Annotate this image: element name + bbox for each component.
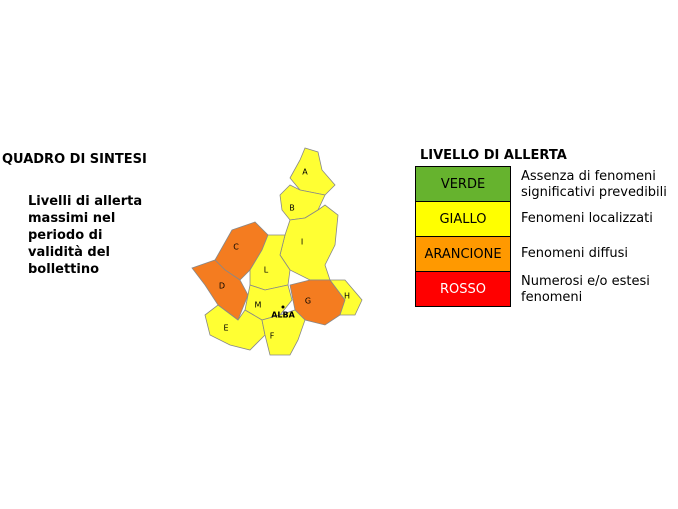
description-line: Fenomeni diffusi <box>521 246 629 261</box>
zone-label: I <box>301 238 303 247</box>
zone-label: G <box>305 297 311 306</box>
city-label: ALBA <box>271 311 295 320</box>
zone-label: B <box>289 204 295 213</box>
zone-label: L <box>264 266 269 275</box>
subtitle-line: bollettino <box>28 262 100 277</box>
description-line: Numerosi e/o estesi <box>521 274 650 289</box>
subtitle-line: periodo di <box>28 228 103 243</box>
legend-level: VERDE <box>415 166 511 202</box>
map-zone <box>249 234 291 291</box>
description-line: Assenza di fenomeni <box>521 169 656 184</box>
legend-description: Fenomeni diffusi <box>521 246 628 262</box>
description-line: fenomeni <box>521 290 583 305</box>
map-zone <box>329 279 363 316</box>
zone-label: D <box>219 282 225 291</box>
legend-title: LIVELLO DI ALLERTA <box>420 148 567 163</box>
description-line: Fenomeni localizzati <box>521 211 653 226</box>
zone-label: E <box>223 324 228 333</box>
legend-description: Assenza di fenomeni significativi prevedi… <box>521 169 667 201</box>
description-line: significativi prevedibili <box>521 185 667 200</box>
zone-label: F <box>270 332 275 341</box>
subtitle-line: validità del <box>28 245 111 260</box>
subtitle: Livelli di allerta massimi nel periodo di v… <box>28 193 142 278</box>
legend-description: Fenomeni localizzati <box>521 211 653 227</box>
legend-level: ROSSO <box>415 271 511 307</box>
legend-level: GIALLO <box>415 201 511 237</box>
zone-label: C <box>233 243 239 252</box>
map-zone <box>261 309 306 356</box>
zone-label: M <box>255 301 262 310</box>
subtitle-line: Livelli di allerta <box>28 194 143 209</box>
subtitle-line: massimi nel <box>28 211 116 226</box>
zone-label: A <box>302 168 308 177</box>
legend-level: ARANCIONE <box>415 236 511 272</box>
city-dot <box>281 305 285 309</box>
legend-description: Numerosi e/o estesi fenomeni <box>521 274 650 306</box>
title: QUADRO DI SINTESI <box>2 152 147 167</box>
zone-label: H <box>344 292 350 301</box>
